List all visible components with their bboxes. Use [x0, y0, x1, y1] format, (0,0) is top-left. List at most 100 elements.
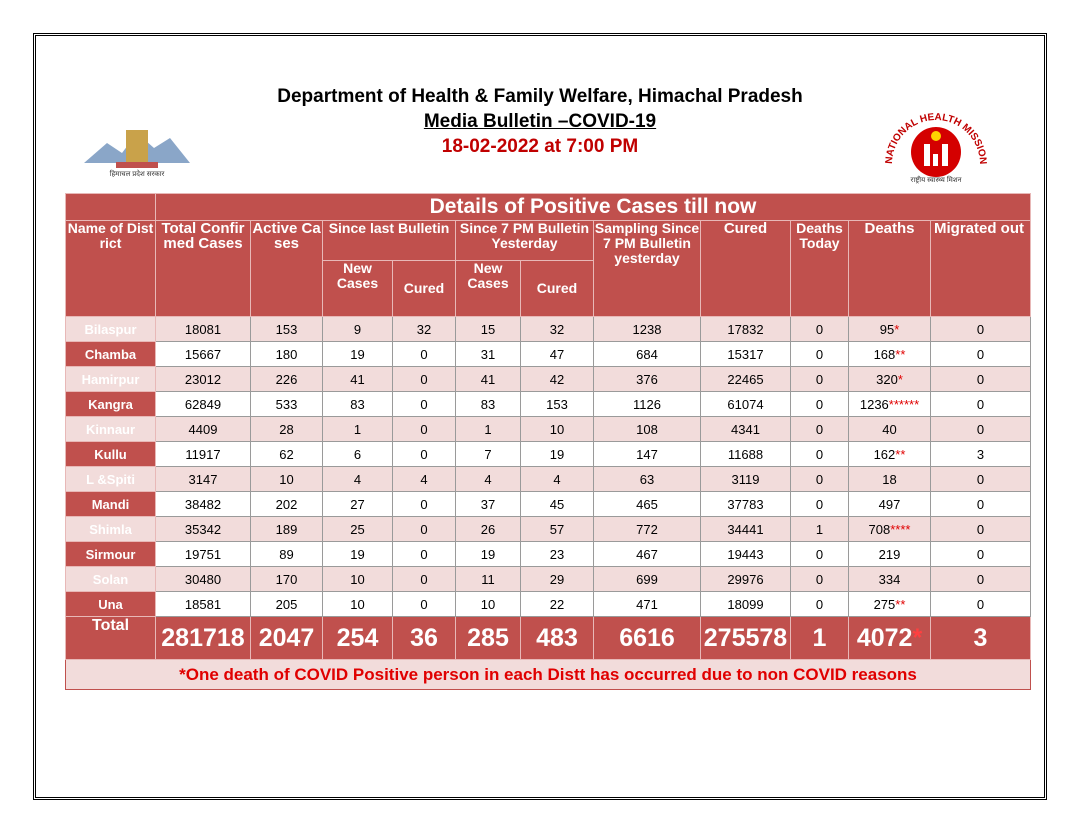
- value-cell: 4: [520, 466, 594, 492]
- district-row: Kinnaur 4409 28 1 0 1 10 108 4341 0 40 0: [65, 416, 1031, 442]
- value-cell: 29976: [700, 566, 791, 592]
- value-cell: 62849: [155, 391, 251, 417]
- value-cell: 19443: [700, 541, 791, 567]
- value-cell: 36: [392, 616, 456, 660]
- value-cell: 147: [593, 441, 701, 467]
- value-cell: 10: [520, 416, 594, 442]
- value-cell: 10: [322, 566, 393, 592]
- value-cell: 10: [250, 466, 323, 492]
- value-cell: 3: [930, 616, 1031, 660]
- value-cell: 18: [848, 466, 931, 492]
- value-cell: 6616: [593, 616, 701, 660]
- value-cell: 0: [930, 516, 1031, 542]
- total-row: Total 281718 2047 254 36 285 483 6616 275578 1 407…: [65, 616, 1031, 660]
- footnote: *One death of COVID Positive person in e…: [65, 659, 1031, 690]
- value-cell: 0: [930, 541, 1031, 567]
- value-cell: 0: [392, 541, 456, 567]
- value-cell: 1126: [593, 391, 701, 417]
- value-cell: 180: [250, 341, 323, 367]
- deaths-note: **: [895, 596, 906, 612]
- value-cell: 0: [930, 391, 1031, 417]
- value-cell: 11: [455, 566, 521, 592]
- subtitle: Media Bulletin –COVID-19: [423, 111, 657, 132]
- value-cell: 62: [250, 441, 323, 467]
- value-cell: 0: [392, 491, 456, 517]
- value-cell: 0: [930, 491, 1031, 517]
- value-cell: 19: [322, 541, 393, 567]
- deaths-cell: 95*: [848, 316, 931, 342]
- deaths-value: 1236: [859, 396, 889, 412]
- header-cell: New Cases: [455, 260, 521, 317]
- value-cell: 28: [250, 416, 323, 442]
- deaths-note: *: [897, 371, 903, 387]
- district-cell: Chamba: [65, 341, 156, 367]
- value-cell: 41: [322, 366, 393, 392]
- value-cell: 0: [392, 516, 456, 542]
- value-cell: 23: [520, 541, 594, 567]
- header-cell: New Cases: [322, 260, 393, 317]
- value-cell: 83: [455, 391, 521, 417]
- nhm-sun: [931, 131, 941, 141]
- value-cell: 38482: [155, 491, 251, 517]
- value-cell: 47: [520, 341, 594, 367]
- value-cell: 699: [593, 566, 701, 592]
- header-cell: Deaths: [848, 220, 931, 317]
- value-cell: 0: [790, 416, 849, 442]
- value-cell: 0: [790, 491, 849, 517]
- value-cell: 61074: [700, 391, 791, 417]
- value-cell: 376: [593, 366, 701, 392]
- value-cell: 15317: [700, 341, 791, 367]
- figure: [924, 144, 930, 166]
- district-cell: Shimla: [65, 516, 156, 542]
- value-cell: 0: [930, 591, 1031, 617]
- header-cell: Since last Bulletin: [322, 220, 456, 261]
- emblem: [126, 130, 148, 162]
- value-cell: 275578: [700, 616, 791, 660]
- district-cell: Total: [65, 616, 156, 660]
- deaths-value: 708: [868, 521, 891, 537]
- value-cell: 22: [520, 591, 594, 617]
- deaths-value: 162: [873, 446, 896, 462]
- value-cell: 465: [593, 491, 701, 517]
- value-cell: 0: [930, 416, 1031, 442]
- value-cell: 0: [790, 341, 849, 367]
- value-cell: 1: [455, 416, 521, 442]
- value-cell: 471: [593, 591, 701, 617]
- nhm-hindi: राष्ट्रीय स्वास्थ्य मिशन: [911, 175, 962, 184]
- banner-blank: [65, 193, 156, 221]
- deaths-value: 275: [873, 596, 896, 612]
- value-cell: 41: [455, 366, 521, 392]
- value-cell: 205: [250, 591, 323, 617]
- value-cell: 483: [520, 616, 594, 660]
- district-cell: Kinnaur: [65, 416, 156, 442]
- value-cell: 35342: [155, 516, 251, 542]
- value-cell: 18581: [155, 591, 251, 617]
- title: Department of Health & Family Welfare, H…: [277, 86, 803, 107]
- value-cell: 27: [322, 491, 393, 517]
- district-cell: L &Spiti: [65, 466, 156, 492]
- deaths-value: 168: [873, 346, 896, 362]
- district-row: L &Spiti 3147 10 4 4 4 4 63 3119 0 18 0: [65, 466, 1031, 492]
- value-cell: 15: [455, 316, 521, 342]
- value-cell: 19: [322, 341, 393, 367]
- value-cell: 3147: [155, 466, 251, 492]
- value-cell: 1: [790, 516, 849, 542]
- value-cell: 45: [520, 491, 594, 517]
- value-cell: 18081: [155, 316, 251, 342]
- value-cell: 3: [930, 441, 1031, 467]
- value-cell: 0: [790, 591, 849, 617]
- emblem-text: हिमाचल प्रदेश सरकार: [110, 169, 165, 178]
- header-cell: Migrated out: [930, 220, 1031, 317]
- value-cell: 4341: [700, 416, 791, 442]
- district-row: Shimla 35342 189 25 0 26 57 772 34441 1 708**** 0: [65, 516, 1031, 542]
- value-cell: 0: [392, 366, 456, 392]
- value-cell: 34441: [700, 516, 791, 542]
- value-cell: 0: [790, 566, 849, 592]
- value-cell: 153: [520, 391, 594, 417]
- value-cell: 25: [322, 516, 393, 542]
- header-cell: Active Cases: [250, 220, 323, 317]
- district-row: Una 18581 205 10 0 10 22 471 18099 0 275** 0: [65, 591, 1031, 617]
- value-cell: 202: [250, 491, 323, 517]
- district-cell: Sirmour: [65, 541, 156, 567]
- value-cell: 170: [250, 566, 323, 592]
